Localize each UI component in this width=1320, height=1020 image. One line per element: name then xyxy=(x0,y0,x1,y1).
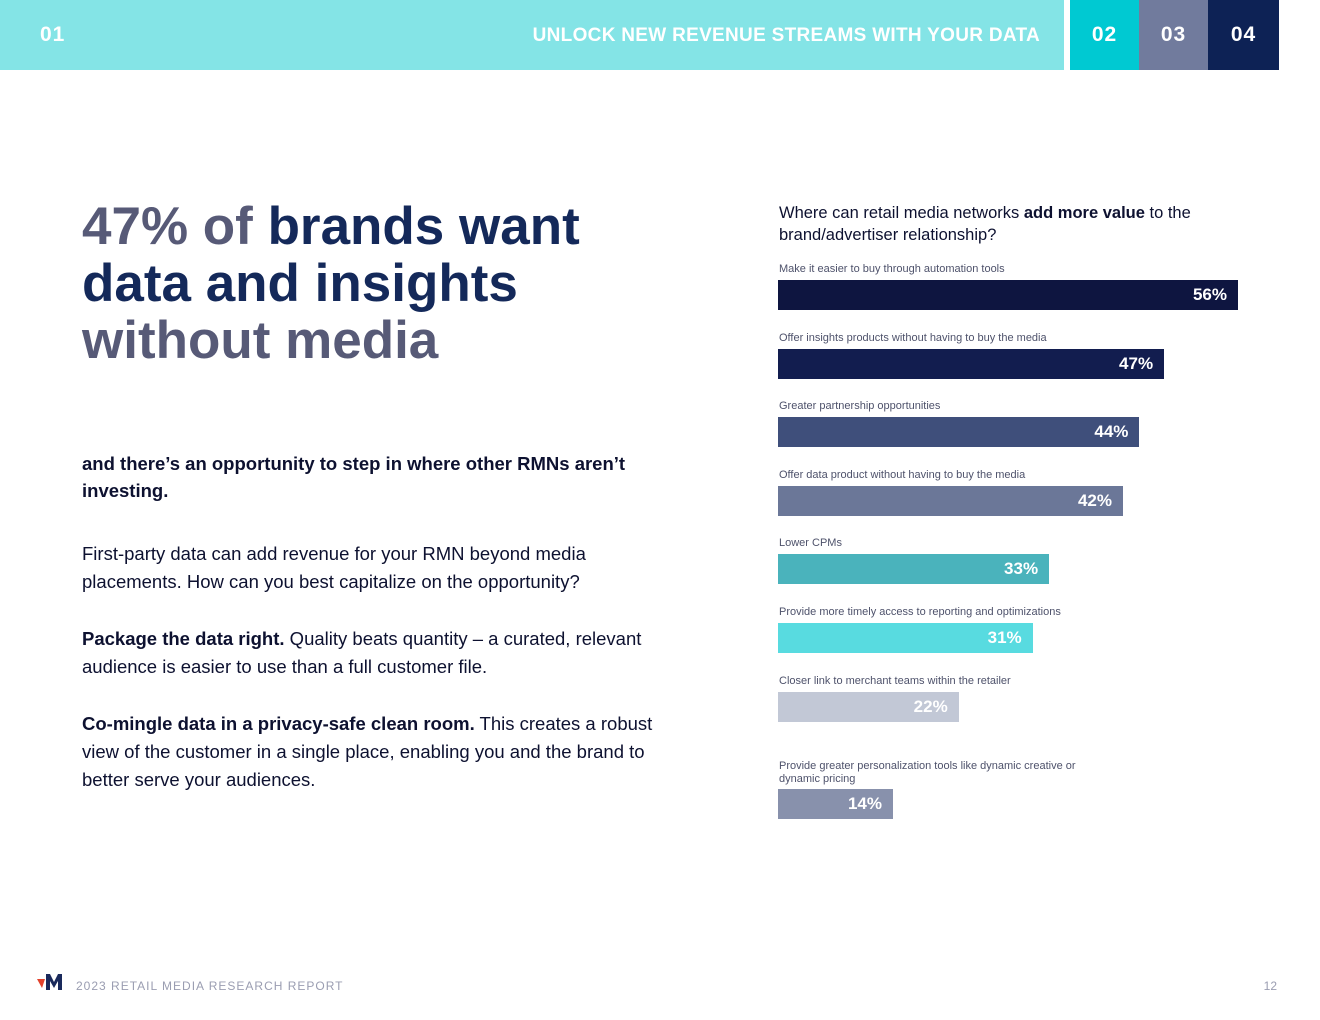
bar-value-label: 56% xyxy=(1192,285,1227,304)
bar-value-label: 47% xyxy=(1119,353,1154,373)
tab-02[interactable]: 02 xyxy=(1070,0,1139,70)
chart-title-post: to the brand/advertiser relationship? xyxy=(779,204,1191,244)
page-headline: 47% of brands want data and insights wit… xyxy=(82,198,682,369)
paragraph-2-text: Quality beats quantity – a curated, rele… xyxy=(82,628,642,677)
bar-value-label: 22% xyxy=(913,696,948,716)
bar xyxy=(778,280,1238,310)
body-paragraph-3: Co-mingle data in a privacy-safe clean r… xyxy=(82,710,662,794)
bar xyxy=(778,485,1123,516)
category-label: Provide more timely access to reporting … xyxy=(779,606,1061,618)
subheadline: and there’s an opportunity to step in wh… xyxy=(82,453,626,501)
body-paragraph-2: Package the data right. Quality beats qu… xyxy=(82,625,662,681)
tab-03[interactable]: 03 xyxy=(1139,0,1208,70)
category-label: Lower CPMs xyxy=(779,537,842,550)
chart-title-pre: Where can retail media networks xyxy=(779,204,1024,222)
paragraph-2-lead: Package the data right. xyxy=(82,628,285,649)
bar xyxy=(778,789,893,820)
headline-part-2: brands want data and insights xyxy=(82,197,580,313)
bar xyxy=(778,348,1165,379)
section-01-link[interactable]: 01 xyxy=(40,23,66,46)
category-label: Offer insights products without having t… xyxy=(779,331,1047,344)
paragraph-3-lead: Co-mingle data in a privacy-safe clean r… xyxy=(82,713,475,734)
footer-report-name: 2023 RETAIL MEDIA RESEARCH REPORT xyxy=(76,979,344,993)
chart-title: Where can retail media networks add more… xyxy=(779,202,1239,246)
paragraph-3-text: This creates a robust view of the custom… xyxy=(82,713,653,790)
bar-value-label: 42% xyxy=(1077,490,1112,510)
headline-part-3: without media xyxy=(82,311,439,370)
bar-value-label: 44% xyxy=(1094,422,1129,442)
bar xyxy=(778,554,1050,585)
bar-value-label: 31% xyxy=(987,628,1022,647)
company-logo xyxy=(37,974,62,990)
body-paragraph-1: First-party data can add revenue for you… xyxy=(82,543,586,592)
tab-04[interactable]: 04 xyxy=(1208,0,1279,70)
bar xyxy=(778,623,1033,653)
header-bar: 01 UNLOCK NEW REVENUE STREAMS WITH YOUR … xyxy=(0,0,1064,70)
category-label: Offer data product without having to buy… xyxy=(779,468,1026,481)
chart-title-bold: add more value xyxy=(1023,204,1145,222)
category-label: Provide greater personalization tools li… xyxy=(779,760,1076,786)
category-label: Greater partnership opportunities xyxy=(779,400,941,413)
bar-value-label: 33% xyxy=(1004,559,1039,579)
bar xyxy=(778,691,959,722)
bar-value-label: 14% xyxy=(847,794,882,814)
bar xyxy=(778,417,1140,448)
headline-part-1: 47% of xyxy=(82,197,268,256)
header-title: UNLOCK NEW REVENUE STREAMS WITH YOUR DAT… xyxy=(532,25,1040,46)
category-label: Closer link to merchant teams within the… xyxy=(779,674,1011,687)
category-label: Make it easier to buy through automation… xyxy=(779,263,1005,275)
page-number: 12 xyxy=(1263,979,1277,993)
